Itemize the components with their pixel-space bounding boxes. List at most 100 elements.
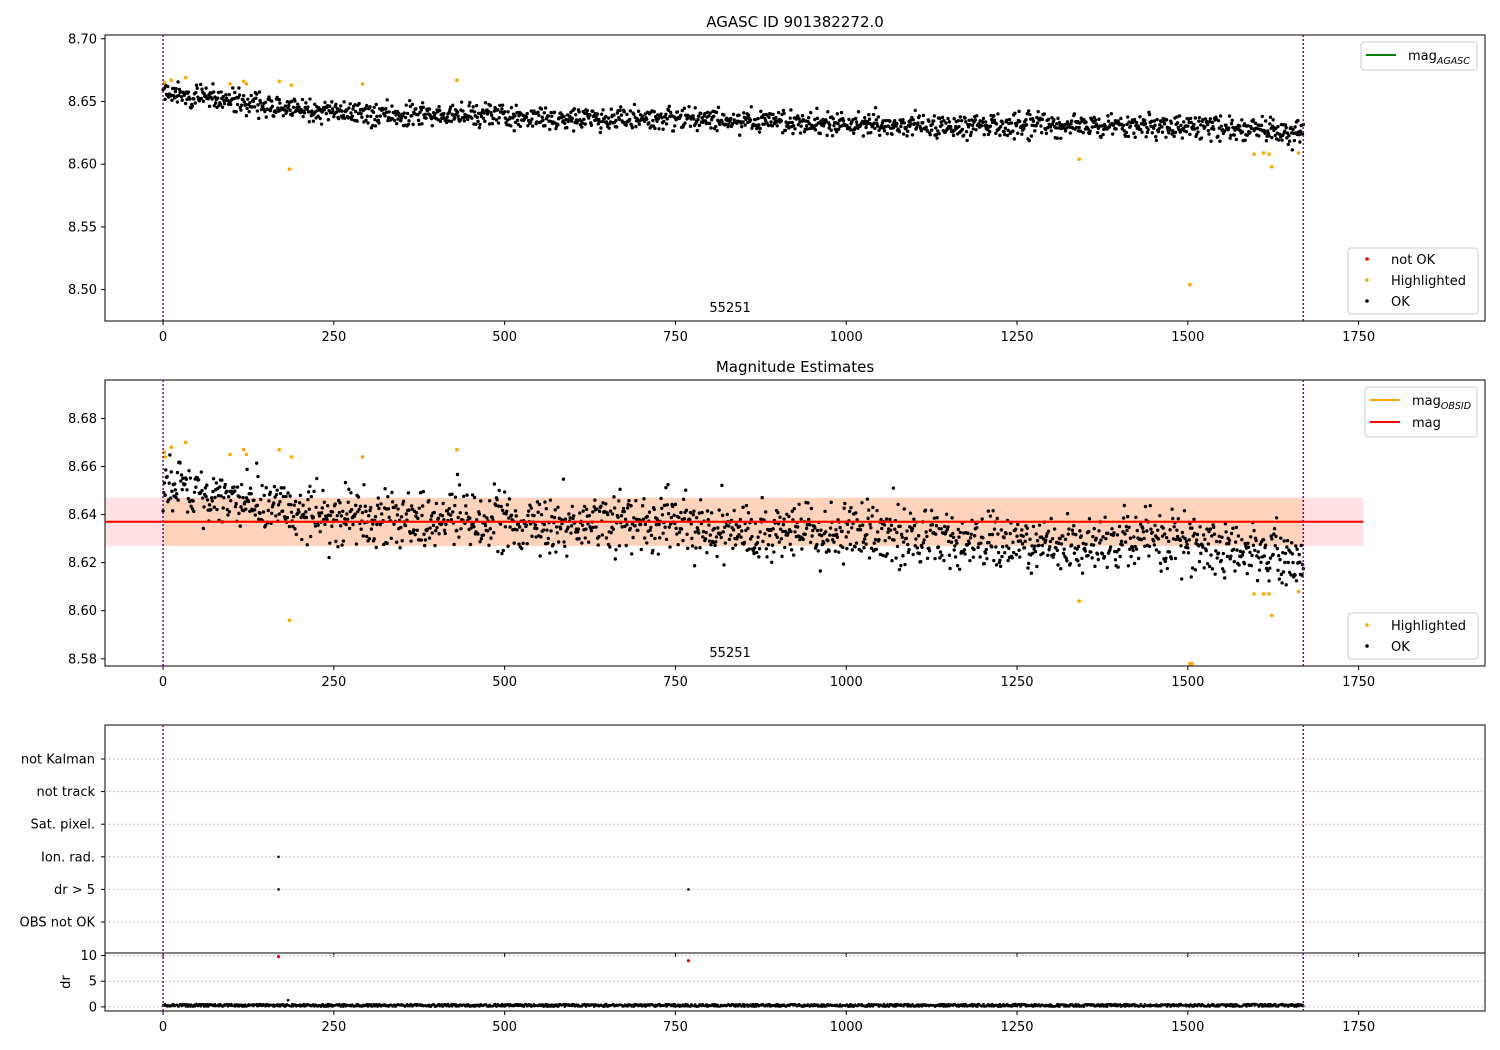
legend-point-swatch [1365,278,1369,282]
y-tick-label: 8.55 [68,220,97,235]
legend-label: mag [1412,416,1441,431]
legend-label: magOBSID [1412,394,1471,412]
ok-points [161,453,1305,587]
x-tick-label: 1000 [830,1020,863,1035]
highlighted-point [455,447,459,452]
highlighted-point [1077,599,1081,603]
x-tick-label: 1000 [830,675,863,690]
x-tick-label: 1500 [1171,1020,1204,1035]
flags-panel: not Kalman not track Sat. pixel. Ion. rad. d… [20,724,1486,957]
y-tick-label: 5 [89,975,97,990]
panel-title: Magnitude Estimates [716,358,874,376]
highlighted-point [169,78,174,82]
agasc-magnitude-panel: 0 250 500 750 1000 1250 1500 1750 8.50 8.55 8.60 8.… [68,13,1486,345]
x-tick-label: 1250 [1000,330,1033,345]
y-tick-label: 8.65 [68,95,97,110]
y-tick-label: 8.64 [68,508,97,523]
highlighted-point [241,447,246,452]
legend-label: not OK [1391,253,1436,268]
ok-points [161,80,1305,152]
highlighted-point [228,452,232,457]
flag-point [277,888,280,891]
dr-outlier-point [686,959,691,963]
highlighted-point [169,445,174,450]
legend-label: magAGASC [1408,49,1470,67]
flag-label: OBS not OK [20,916,96,931]
x-tick-label: 1750 [1342,675,1375,690]
legend-point-swatch [1365,623,1369,627]
highlighted-point [1296,589,1301,594]
flag-label: dr > 5 [54,883,95,898]
highlighted-point [360,82,365,86]
x-tick-label: 750 [663,1020,688,1035]
panel-title: AGASC ID 901382272.0 [706,13,884,31]
x-tick-label: 1250 [1000,675,1033,690]
flag-label: not track [36,785,95,800]
highlighted-point [1188,282,1192,287]
x-tick-label: 500 [492,1020,517,1035]
highlighted-point [1252,152,1256,156]
x-tick-label: 0 [159,330,167,345]
legend-label: OK [1391,640,1410,655]
x-tick-label: 1750 [1342,1020,1375,1035]
highlighted-point [277,447,282,452]
flag-label: Ion. rad. [41,850,95,865]
dr-outlier-point [276,954,281,959]
x-tick-label: 750 [663,330,688,345]
highlighted-point [289,455,294,459]
y-tick-label: 8.66 [68,460,97,475]
legend-box [1347,612,1479,660]
x-tick-label: 1250 [1000,1020,1033,1035]
highlighted-point [289,83,294,87]
highlighted-point [228,82,232,86]
legend-label: OK [1391,295,1410,310]
x-tick-label: 500 [492,675,517,690]
highlighted-point [1270,613,1274,618]
x-tick-label: 250 [321,330,346,345]
y-tick-label: 8.60 [68,604,97,619]
flag-point [277,855,280,859]
highlighted-point [1190,661,1194,666]
x-tick-label: 1500 [1171,330,1204,345]
highlighted-point [277,79,282,84]
x-tick-label: 0 [159,1020,167,1035]
highlighted-point [455,78,459,82]
obsid-label: 55251 [709,301,750,316]
highlighted-point [1296,151,1301,155]
legend-point-swatch [1365,644,1369,648]
x-tick-label: 500 [492,330,517,345]
x-tick-label: 750 [663,675,688,690]
legend-box [1360,41,1478,71]
y-tick-label: 8.70 [68,32,97,47]
highlighted-point [1270,164,1274,169]
flag-label: not Kalman [21,753,95,768]
x-tick-label: 1000 [830,330,863,345]
panel-frame [104,34,1486,322]
legend-label: Highlighted [1391,274,1466,289]
x-tick-label: 250 [321,675,346,690]
highlighted-point [1261,592,1266,596]
x-tick-label: 250 [321,1020,346,1035]
highlighted-point [1261,151,1266,155]
panel-frame [104,952,1486,1012]
y-tick-label: 8.62 [68,556,97,571]
x-tick-label: 1750 [1342,330,1375,345]
highlighted-point [183,75,188,80]
highlighted-point [287,167,292,172]
y-tick-label: 8.68 [68,412,97,427]
flag-point [687,888,690,891]
highlighted-point [287,618,292,623]
highlighted-point [163,455,167,459]
highlighted-point [1267,592,1271,596]
dr-points [161,1002,1305,1008]
dr-axis-label: dr [59,975,74,989]
panel-frame [104,379,1486,667]
legend-label: Highlighted [1391,619,1466,634]
flag-label: Sat. pixel. [31,818,95,833]
y-tick-label: 0 [89,1000,97,1015]
highlighted-point [244,82,249,86]
highlighted-point [1267,152,1271,156]
x-tick-label: 0 [159,675,167,690]
highlighted-point [244,452,249,457]
